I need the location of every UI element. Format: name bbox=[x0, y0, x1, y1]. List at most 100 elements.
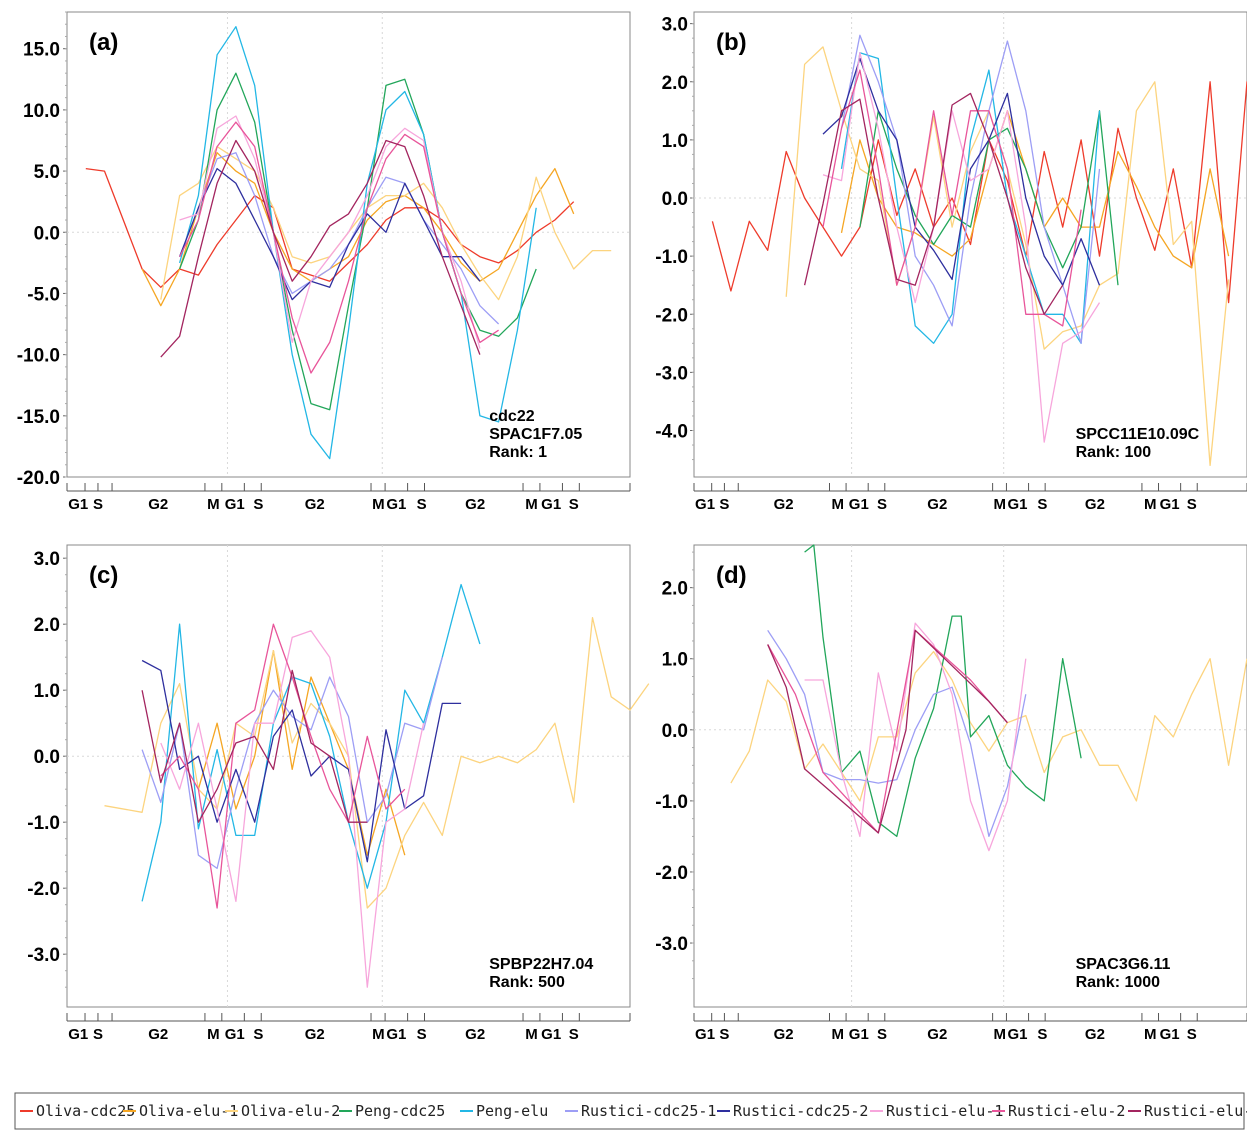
y-tick-label: 3.0 bbox=[34, 549, 60, 570]
phase-label: S bbox=[719, 496, 729, 513]
series-line-oliva-elu-1 bbox=[141, 152, 575, 307]
y-tick-label: 0.0 bbox=[34, 747, 60, 768]
phase-label: G2 bbox=[305, 1026, 325, 1043]
legend-entry: Rustici-elu-1 bbox=[886, 1102, 1003, 1120]
series-line-rustici-cdc25-1 bbox=[767, 629, 1027, 838]
phase-label: G2 bbox=[774, 1026, 794, 1043]
panel-letter: (a) bbox=[89, 29, 118, 56]
phase-label: G1 bbox=[695, 496, 715, 513]
phase-label: S bbox=[877, 496, 887, 513]
series-line-rustici-elu-3 bbox=[160, 139, 481, 358]
phase-label: S bbox=[253, 1026, 263, 1043]
panel-d: 2.0 1.0 0.0 -1.0 -2.0 -3.0 (d) SPAC3G6.11Rank: … bbox=[655, 544, 1247, 1043]
series-line-oliva-cdc25 bbox=[711, 81, 1247, 304]
y-tick-label: 0.0 bbox=[34, 223, 60, 244]
gene-annotation: Rank: 100 bbox=[1076, 444, 1152, 461]
y-tick-label: 1.0 bbox=[34, 681, 60, 702]
phase-label: G1 bbox=[68, 1026, 88, 1043]
legend-entry: Oliva-elu-1 bbox=[139, 1102, 238, 1120]
y-tick-label: 2.0 bbox=[662, 73, 688, 94]
gene-annotation: SPAC3G6.11 bbox=[1076, 956, 1171, 973]
phase-label: S bbox=[1187, 496, 1197, 513]
panel-letter: (d) bbox=[716, 562, 747, 589]
y-tick-label: 1.0 bbox=[662, 650, 688, 671]
phase-label: G2 bbox=[927, 496, 947, 513]
y-tick-label: -2.0 bbox=[655, 305, 688, 326]
phase-label: M bbox=[994, 1026, 1007, 1043]
y-tick-label: -4.0 bbox=[655, 422, 688, 443]
series-line-rustici-cdc25-2 bbox=[141, 659, 462, 863]
phase-label: M bbox=[207, 496, 220, 513]
gene-annotation: SPBP22H7.04 bbox=[489, 956, 593, 973]
series-line-rustici-elu-2 bbox=[822, 69, 1082, 327]
phase-label: G2 bbox=[1085, 496, 1105, 513]
plot-frame bbox=[693, 544, 1247, 1008]
phase-label: G1 bbox=[1007, 1026, 1027, 1043]
y-tick-label: 2.0 bbox=[662, 579, 688, 600]
legend-entry: Rustici-cdc25-2 bbox=[733, 1102, 868, 1120]
series-line-peng-cdc25 bbox=[804, 544, 1082, 838]
phase-label: S bbox=[417, 1026, 427, 1043]
y-tick-label: 0.0 bbox=[662, 721, 688, 742]
series-line-rustici-cdc25-1 bbox=[141, 657, 443, 870]
series-line-rustici-elu-1 bbox=[822, 52, 1101, 443]
cell-cycle-phase-strip: G1 S G2 M G1 S G2 M G1 S G2 M G1 S bbox=[693, 483, 1247, 513]
phase-label: S bbox=[719, 1026, 729, 1043]
series-line-rustici-elu-2 bbox=[179, 121, 499, 374]
y-tick-label: -15.0 bbox=[17, 407, 60, 428]
phase-label: M bbox=[994, 496, 1007, 513]
phase-label: G1 bbox=[225, 496, 245, 513]
legend-entry: Rustici-cdc25-1 bbox=[581, 1102, 716, 1120]
panel-c: 3.0 2.0 1.0 0.0 -1.0 -2.0 -3.0 (c) SPBP22H7.04Ra… bbox=[27, 544, 650, 1043]
gene-annotation: Rank: 500 bbox=[489, 974, 565, 991]
gene-annotation: SPCC11E10.09C bbox=[1076, 426, 1200, 443]
y-tick-label: -3.0 bbox=[655, 363, 688, 384]
y-tick-label: -3.0 bbox=[655, 934, 688, 955]
y-tick-label: 15.0 bbox=[23, 40, 60, 61]
phase-label: G1 bbox=[541, 1026, 561, 1043]
y-tick-label: -5.0 bbox=[27, 284, 60, 305]
gene-annotation: Rank: 1 bbox=[489, 444, 547, 461]
series-line-rustici-elu-2 bbox=[160, 623, 406, 909]
panel-b: 3.0 2.0 1.0 0.0 -1.0 -2.0 -3.0 -4.0 (b) SPCC11E10… bbox=[655, 11, 1247, 513]
phase-label: G2 bbox=[1085, 1026, 1105, 1043]
phase-label: S bbox=[569, 496, 579, 513]
y-tick-label: -2.0 bbox=[27, 879, 60, 900]
phase-label: M bbox=[832, 1026, 845, 1043]
y-tick-label: -3.0 bbox=[27, 945, 60, 966]
y-tick-label: 2.0 bbox=[34, 615, 60, 636]
series-line-oliva-elu-2 bbox=[160, 145, 612, 301]
legend-entry: Rustici-elu-3 bbox=[1144, 1102, 1247, 1120]
legend-entry: Peng-elu bbox=[476, 1102, 548, 1120]
y-tick-label: -1.0 bbox=[655, 792, 688, 813]
phase-label: G2 bbox=[465, 1026, 485, 1043]
phase-label: G2 bbox=[927, 1026, 947, 1043]
series-line-oliva-elu-2 bbox=[730, 650, 1247, 802]
y-tick-label: -2.0 bbox=[655, 863, 688, 884]
y-tick-label: -10.0 bbox=[17, 346, 60, 367]
gene-annotation: cdc22 bbox=[489, 408, 534, 425]
phase-label: G2 bbox=[305, 496, 325, 513]
series-line-rustici-cdc25-2 bbox=[178, 167, 481, 301]
phase-label: M bbox=[832, 496, 845, 513]
phase-label: G1 bbox=[1160, 1026, 1180, 1043]
cell-cycle-phase-strip: G1 S G2 M G1 S G2 M G1 S G2 M G1 S bbox=[66, 483, 631, 513]
series-line-rustici-elu-3 bbox=[803, 92, 1064, 315]
series-line-rustici-elu-1 bbox=[160, 630, 425, 988]
legend-entry: Peng-cdc25 bbox=[355, 1102, 445, 1120]
panel-a: 15.0 10.0 5.0 0.0 -5.0 -10.0 -15.0 -20.0 (a) cdc2… bbox=[17, 11, 631, 513]
series-line-peng-elu bbox=[840, 52, 1101, 344]
phase-label: M bbox=[207, 1026, 220, 1043]
y-tick-label: -20.0 bbox=[17, 468, 60, 489]
phase-label: S bbox=[1187, 1026, 1197, 1043]
phase-label: S bbox=[1037, 496, 1047, 513]
legend-entry: Rustici-elu-2 bbox=[1008, 1102, 1125, 1120]
phase-label: G1 bbox=[225, 1026, 245, 1043]
legend-frame bbox=[14, 1092, 1245, 1130]
phase-label: M bbox=[525, 1026, 538, 1043]
phase-label: G1 bbox=[386, 1026, 406, 1043]
series-line-rustici-cdc25-1 bbox=[840, 34, 1101, 344]
phase-label: G2 bbox=[465, 496, 485, 513]
legend-entry: Oliva-cdc25 bbox=[36, 1102, 135, 1120]
phase-label: M bbox=[1144, 1026, 1157, 1043]
